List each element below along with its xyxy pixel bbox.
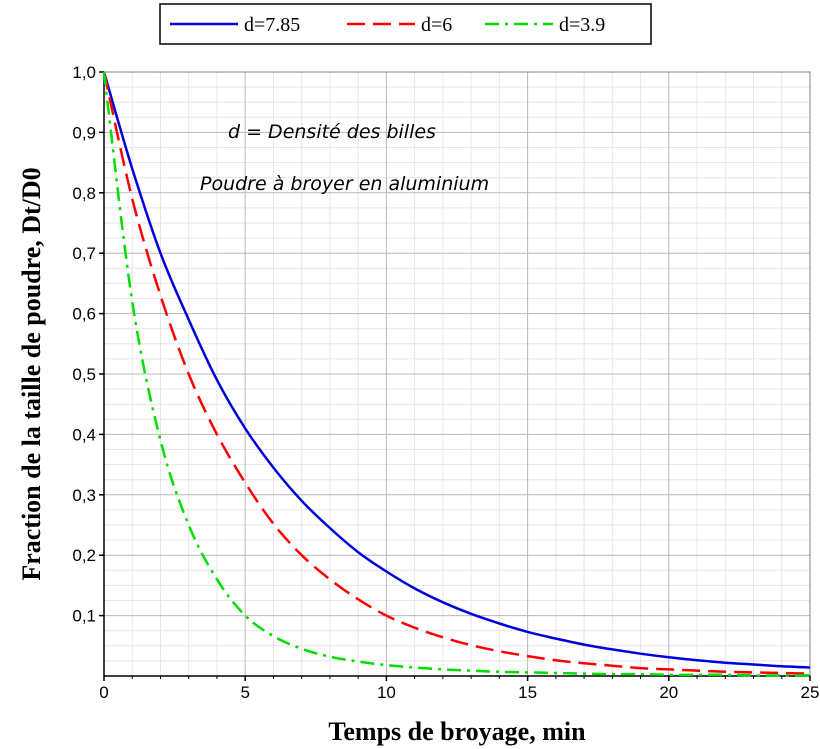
y-tick-label: 0,1 xyxy=(72,607,96,626)
legend-label-2: d=3.9 xyxy=(559,14,605,36)
series-line-1 xyxy=(102,71,811,675)
legend-label-0: d=7.85 xyxy=(244,14,300,36)
tick-labels: 0 5 10 15 20 25 0,1 0,2 0,3 0,4 0,5 0,6 0,7 0,8 0,9 1,0 xyxy=(72,63,819,702)
axes xyxy=(99,71,811,681)
y-tick-label: 0,3 xyxy=(72,486,96,505)
annotation-ball-density: d = Densité des billes xyxy=(228,121,436,143)
y-tick-label: 0,9 xyxy=(72,123,96,142)
y-axis-title: Fraction de la taille de poudre, Dt/D0 xyxy=(17,167,46,580)
x-tick-label: 0 xyxy=(99,683,108,702)
y-tick-label: 0,2 xyxy=(72,546,96,565)
x-tick-label: 20 xyxy=(659,683,678,702)
series-layer xyxy=(102,71,811,677)
x-tick-label: 25 xyxy=(801,683,820,702)
y-tick-label: 0,5 xyxy=(72,365,96,384)
x-tick-label: 10 xyxy=(377,683,396,702)
y-tick-label: 0,4 xyxy=(72,425,96,444)
x-tick-label: 15 xyxy=(518,683,537,702)
annotation-powder-type: Poudre à broyer en aluminium xyxy=(200,173,489,195)
series-line-0 xyxy=(102,71,811,669)
series-line-2 xyxy=(102,71,810,677)
legend: d=7.85 d=6 d=3.9 xyxy=(159,3,652,45)
y-tick-label: 1,0 xyxy=(72,63,96,82)
y-tick-label: 0,7 xyxy=(72,244,96,263)
legend-label-1: d=6 xyxy=(421,14,452,36)
y-tick-label: 0,8 xyxy=(72,184,96,203)
x-axis-title: Temps de broyage, min xyxy=(328,717,586,746)
x-tick-label: 5 xyxy=(240,683,249,702)
y-tick-label: 0,6 xyxy=(72,305,96,324)
